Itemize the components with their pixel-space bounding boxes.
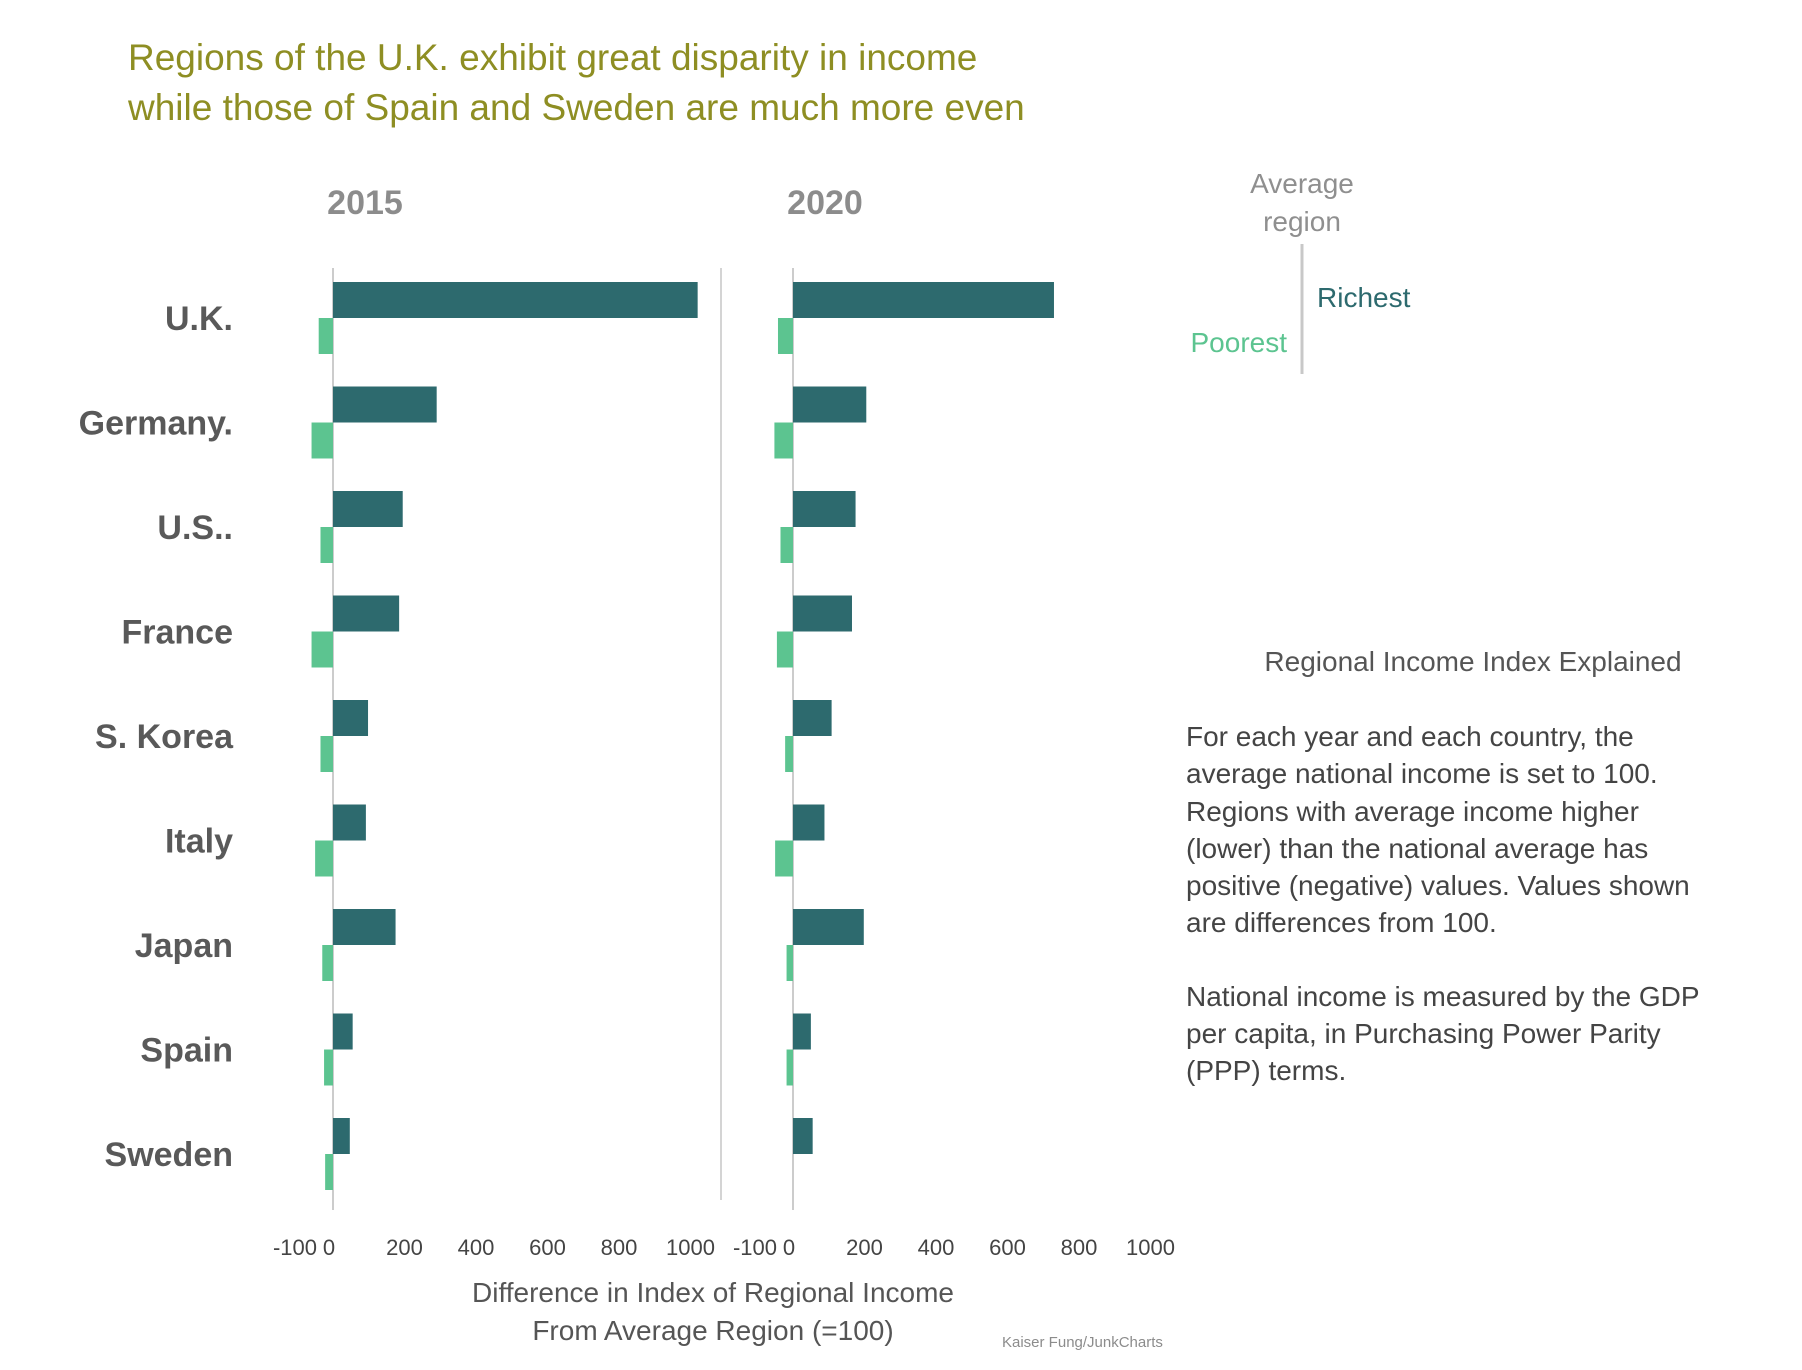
bar-poorest-spain-2015 (324, 1049, 333, 1086)
bar-richest-france-2020 (793, 595, 852, 632)
bar-richest-us-2015 (333, 491, 403, 527)
bar-poorest-spain-2020 (786, 1049, 793, 1086)
explanation-line: per capita, in Purchasing Power Parity (1186, 1018, 1661, 1049)
explanation-line: For each year and each country, the (1186, 721, 1634, 752)
explanation-line: positive (negative) values. Values shown (1186, 870, 1690, 901)
bar-richest-japan-2015 (333, 909, 396, 945)
x-tick-label: 200 (386, 1235, 423, 1260)
title-line-1: Regions of the U.K. exhibit great dispar… (128, 37, 977, 78)
legend-richest: Richest (1317, 282, 1411, 313)
bar-richest-italy-2015 (333, 804, 366, 841)
chart-title: Regions of the U.K. exhibit great dispar… (127, 37, 1025, 128)
legend-poorest: Poorest (1191, 327, 1288, 358)
bar-poorest-skorea-2015 (320, 736, 333, 772)
x-tick-label: 800 (1061, 1235, 1098, 1260)
explanation-box: Regional Income Index Explained For each… (1186, 646, 1700, 1086)
bar-poorest-france-2020 (776, 631, 793, 668)
bar-richest-skorea-2020 (793, 700, 832, 736)
bar-poorest-japan-2015 (322, 945, 333, 981)
x-tick-label: -100 (273, 1235, 317, 1260)
country-label: U.S.. (157, 509, 233, 547)
x-tick-label: 800 (601, 1235, 638, 1260)
x-axis-label: Difference in Index of Regional Income F… (472, 1277, 954, 1346)
legend-average-line-1: Average (1250, 168, 1354, 199)
legend-average-line-2: region (1263, 206, 1341, 237)
bar-richest-sweden-2020 (793, 1118, 813, 1154)
x-axis-label-line-1: Difference in Index of Regional Income (472, 1277, 954, 1308)
explanation-line: (lower) than the national average has (1186, 833, 1648, 864)
bar-poorest-japan-2020 (786, 945, 793, 981)
x-tick-label: 1000 (1126, 1235, 1175, 1260)
bar-poorest-france-2015 (311, 631, 333, 668)
credit: Kaiser Fung/JunkCharts (1002, 1334, 1163, 1351)
country-labels: U.K. Germany. U.S.. France S. Korea Italy Japa… (79, 300, 234, 1174)
x-tick-label: 0 (783, 1235, 795, 1260)
bar-poorest-germany-2015 (311, 422, 333, 459)
bar-richest-us-2020 (793, 491, 856, 527)
bar-poorest-us-2015 (320, 527, 333, 563)
bar-richest-skorea-2015 (333, 700, 369, 736)
country-label: Italy (165, 823, 233, 861)
x-tick-label: -100 (733, 1235, 777, 1260)
x-axis-label-line-2: From Average Region (=100) (532, 1315, 893, 1346)
bar-richest-germany-2020 (793, 386, 867, 423)
legend: Average region Richest Poorest (1191, 168, 1411, 374)
x-tick-label: 600 (529, 1235, 566, 1260)
country-label: Germany. (79, 405, 233, 443)
country-label: Japan (135, 927, 233, 965)
country-label: Spain (140, 1032, 233, 1070)
panel-2015: 2015 -100 0 200 400 600 800 1000 (273, 184, 715, 1260)
country-label: Sweden (105, 1136, 233, 1174)
country-label: U.K. (165, 300, 233, 338)
x-tick-label: 200 (846, 1235, 883, 1260)
bar-poorest-uk-2015 (318, 318, 333, 354)
x-tick-label: 1000 (666, 1235, 715, 1260)
bar-richest-italy-2020 (793, 804, 825, 841)
panel-title: 2015 (327, 184, 403, 222)
x-tick-label: 600 (989, 1235, 1026, 1260)
x-tick-label: 400 (918, 1235, 955, 1260)
bar-richest-germany-2015 (333, 386, 437, 423)
bar-poorest-uk-2020 (777, 318, 793, 354)
bar-poorest-skorea-2020 (785, 736, 793, 772)
country-label: France (122, 614, 234, 652)
panel-2020: 2020 -100 0 200 400 600 800 1000 (733, 184, 1175, 1260)
explanation-line: Regions with average income higher (1186, 796, 1639, 827)
explanation-title: Regional Income Index Explained (1264, 646, 1681, 677)
bar-poorest-germany-2020 (774, 422, 793, 459)
panel-title: 2020 (787, 184, 863, 222)
explanation-line: (PPP) terms. (1186, 1055, 1346, 1086)
title-line-2: while those of Spain and Sweden are much… (127, 87, 1025, 128)
bar-poorest-sweden-2015 (325, 1154, 333, 1190)
explanation-line: are differences from 100. (1186, 907, 1497, 938)
bar-richest-sweden-2015 (333, 1118, 350, 1154)
bar-richest-spain-2015 (333, 1013, 353, 1050)
bar-richest-uk-2020 (793, 282, 1054, 318)
bar-poorest-italy-2020 (775, 840, 793, 877)
bar-poorest-us-2020 (780, 527, 793, 563)
x-tick-label: 0 (323, 1235, 335, 1260)
bar-richest-japan-2020 (793, 909, 864, 945)
bar-richest-france-2015 (333, 595, 400, 632)
bar-poorest-italy-2015 (315, 840, 333, 877)
bar-richest-spain-2020 (793, 1013, 811, 1050)
x-tick-label: 400 (458, 1235, 495, 1260)
bar-richest-uk-2015 (333, 282, 698, 318)
country-label: S. Korea (95, 718, 234, 756)
explanation-line: National income is measured by the GDP (1186, 981, 1700, 1012)
explanation-line: average national income is set to 100. (1186, 758, 1658, 789)
